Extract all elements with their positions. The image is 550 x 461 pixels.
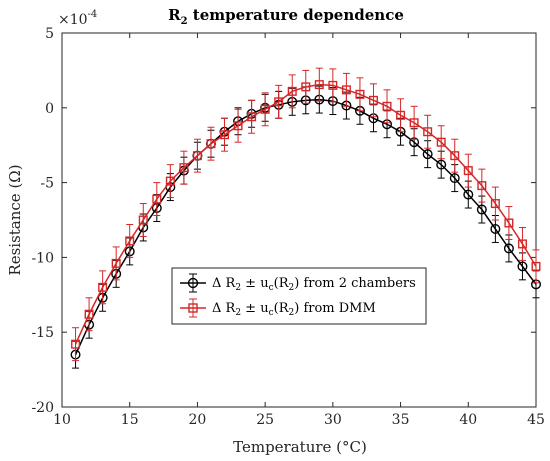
data-point [138,215,148,225]
data-point [396,110,406,120]
data-point [436,137,446,147]
y-exponent-label: ×10-4 [58,9,97,28]
data-point [314,80,324,90]
data-point [531,261,541,271]
x-tick-label: 20 [189,412,207,428]
data-point [274,97,284,107]
data-point [355,89,365,99]
data-point [192,151,202,161]
y-tick-label: 0 [45,101,54,117]
data-point [422,149,433,160]
legend-marker-square [188,303,198,313]
x-tick-label: 35 [392,412,410,428]
data-point [382,101,392,111]
data-point [476,204,487,215]
chart-title: R2 temperature dependence [168,6,404,27]
x-axis-label: Temperature (°C) [233,438,367,456]
legend: Δ R2 ± uc(R2) from 2 chambers Δ R2 ± uc(… [171,267,427,325]
y-axis-label: Resistance (Ω) [6,164,24,275]
data-point [449,173,460,184]
data-point [517,261,528,272]
data-point [301,82,311,92]
legend-marker-circle [187,277,199,289]
x-tick-label: 25 [256,412,274,428]
data-point [504,218,514,228]
series-1 [70,85,542,369]
data-point [423,127,433,137]
x-axis: 10 15 20 25 30 35 40 45 [53,33,545,428]
data-point [287,86,297,96]
data-point [165,176,175,186]
data-point [71,339,81,349]
data-point [125,236,135,246]
data-point [517,239,527,249]
legend-label-2: Δ R2 ± uc(R2) from DMM [212,301,376,318]
data-point [368,95,378,105]
data-point [463,166,473,176]
data-point [341,85,351,95]
data-point [436,159,447,170]
data-point [179,163,189,173]
data-point [111,258,121,268]
data-point [463,189,474,200]
legend-label-1: Δ R2 ± uc(R2) from 2 chambers [212,276,416,293]
data-point [152,194,162,204]
data-point [247,112,257,122]
data-point [477,181,487,191]
data-point [84,309,94,319]
data-point [206,139,216,149]
data-point [490,223,501,234]
series-2 [71,67,541,362]
x-tick-label: 30 [324,412,342,428]
data-point [490,199,500,209]
plot-area-frame [61,32,537,408]
data-point [450,151,460,161]
data-point [98,282,108,292]
data-point [233,121,243,131]
data-point [260,104,270,114]
data-point [328,80,338,90]
data-point [503,243,514,254]
data-point [220,130,230,140]
y-tick-label: -20 [31,400,54,416]
y-tick-label: -5 [40,176,54,192]
y-tick-label: -15 [31,325,54,341]
y-tick-label: -10 [31,250,54,266]
series-layer [70,67,542,369]
legend-entry-1: Δ R2 ± uc(R2) from 2 chambers [180,273,416,293]
x-tick-label: 45 [527,412,545,428]
y-axis: -20 -15 -10 -5 0 5 [31,26,536,416]
x-tick-label: 40 [459,412,477,428]
x-tick-label: 15 [121,412,139,428]
y-tick-label: 5 [45,26,54,42]
legend-box [171,267,427,325]
data-point [409,118,419,128]
x-tick-label: 10 [53,412,71,428]
legend-entry-2: Δ R2 ± uc(R2) from DMM [180,298,376,318]
